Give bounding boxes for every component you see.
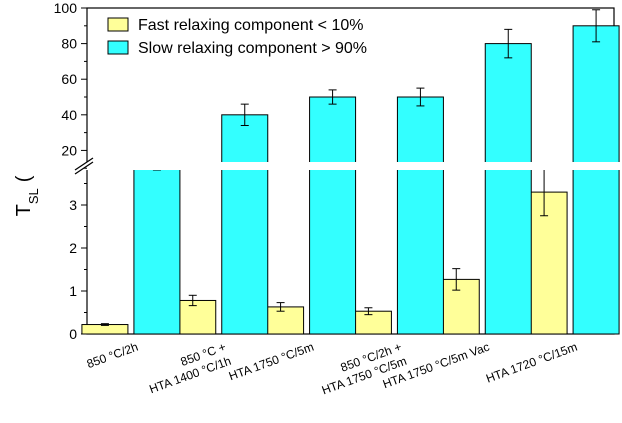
x-category-label: HTA 1720 °C/15m — [484, 340, 579, 386]
y-tick-label: 0 — [69, 326, 77, 342]
legend-label: Fast relaxing component < 10% — [138, 17, 363, 34]
x-category-label-line: HTA 1720 °C/15m — [484, 340, 579, 386]
bar-slow — [221, 114, 269, 335]
x-category-label: 850 °C +HTA 1400 °C/1h — [142, 340, 233, 397]
y-tick-label: 1 — [69, 283, 77, 299]
y-axis-label-sub: SL — [26, 188, 41, 204]
x-category-label: 850 °C/2h — [85, 340, 140, 371]
y-tick-label: 100 — [54, 0, 78, 16]
y-tick-label: 20 — [61, 142, 77, 158]
y-tick-label: 3 — [69, 197, 77, 213]
axis-break-gap — [73, 162, 620, 170]
bar-fast — [81, 324, 129, 335]
y-tick-label: 80 — [61, 36, 77, 52]
legend-swatch — [107, 17, 129, 32]
legend-label: Slow relaxing component > 90% — [138, 40, 367, 57]
bar-slow — [572, 25, 620, 335]
bar-slow — [309, 96, 357, 335]
x-category-label-line: HTA 1750 °C/5m — [227, 340, 316, 384]
x-category-label: HTA 1750 °C/5m — [227, 340, 316, 384]
legend-swatch — [107, 40, 129, 55]
y-tick-label: 60 — [61, 71, 77, 87]
bar-slow — [396, 96, 444, 335]
y-tick-label: 2 — [69, 240, 77, 256]
y-axis: 0 1 2 3 20 40 60 80 100 — [54, 0, 87, 342]
y-axis-label-trailing: ( — [13, 175, 35, 182]
legend: Fast relaxing component < 10% Slow relaxi… — [107, 17, 367, 57]
x-category-label: 850 °C/2h +HTA 1750 °C/5m — [315, 340, 409, 398]
y-tick-label: 40 — [61, 107, 77, 123]
axis-break-mark — [74, 157, 94, 171]
bar-slow — [133, 167, 181, 335]
bar-slow — [484, 43, 532, 335]
y-axis-label-main: T — [13, 204, 35, 216]
plot-area — [73, 7, 620, 335]
y-axis-label: TSL ( — [13, 175, 41, 216]
x-category-label-line: 850 °C/2h — [85, 340, 140, 371]
